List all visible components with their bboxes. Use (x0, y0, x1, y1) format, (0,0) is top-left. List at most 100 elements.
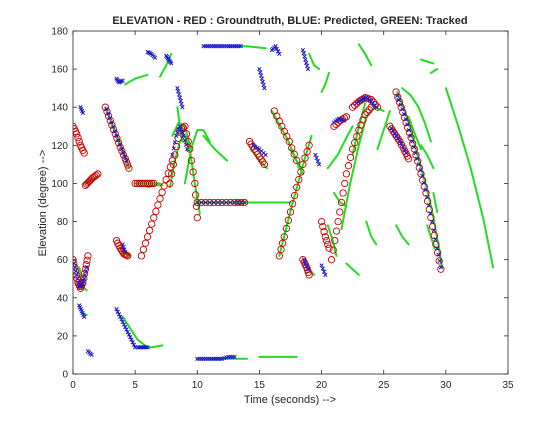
predicted-point (176, 92, 182, 97)
groundtruth-point (139, 245, 148, 254)
tracked-line-42 (420, 144, 435, 170)
tracked-line-27 (326, 224, 338, 257)
predicted-point (80, 281, 85, 286)
predicted-point (112, 129, 117, 134)
predicted-point (219, 200, 225, 205)
predicted-point (323, 272, 328, 278)
tracked-line-7 (124, 73, 149, 86)
groundtruth-point (154, 201, 162, 209)
predicted-point (428, 211, 433, 216)
groundtruth-point (293, 156, 301, 165)
predicted-point (75, 276, 80, 281)
predicted-point (185, 146, 190, 152)
predicted-point (277, 51, 282, 57)
groundtruth-point (148, 220, 156, 228)
predicted-point (232, 200, 237, 205)
predicted-point (413, 150, 418, 156)
groundtruth-point (193, 198, 201, 207)
predicted-point (258, 73, 264, 78)
predicted-point (121, 322, 127, 327)
predicted-point (123, 249, 128, 255)
predicted-point (395, 93, 400, 98)
predicted-point (314, 155, 319, 161)
x-tick-label: 25 (378, 380, 390, 391)
predicted-point (73, 265, 78, 270)
groundtruth-point (363, 108, 371, 116)
x-tick-label: 30 (440, 380, 452, 391)
predicted-point (232, 354, 237, 360)
predicted-point (109, 120, 114, 125)
groundtruth-point (301, 154, 309, 162)
y-tick-label: 20 (57, 331, 69, 342)
groundtruth-point (160, 182, 168, 190)
predicted-point (436, 252, 441, 257)
groundtruth-point (150, 214, 158, 222)
predicted-point (316, 162, 322, 167)
groundtruth-point (303, 148, 311, 156)
groundtruth-point (394, 93, 402, 101)
groundtruth-point (184, 137, 192, 146)
predicted-point (177, 95, 183, 100)
y-tick-label: 180 (51, 27, 68, 38)
groundtruth-point (353, 132, 361, 141)
groundtruth-point (218, 198, 226, 207)
tracked-line-10 (159, 52, 173, 78)
predicted-point (118, 314, 123, 319)
predicted-point (374, 105, 379, 110)
predicted-point (396, 98, 402, 103)
tracked-line-41 (429, 68, 439, 74)
predicted-point (257, 66, 262, 72)
predicted-point (261, 82, 266, 88)
predicted-point (74, 272, 79, 278)
predicted-point (263, 152, 268, 158)
y-tick-label: 100 (51, 179, 68, 190)
predicted-point (431, 228, 436, 233)
groundtruth-point (332, 227, 341, 235)
groundtruth-point (348, 145, 357, 153)
groundtruth-point (214, 198, 222, 207)
groundtruth-point (299, 160, 307, 169)
y-tick-label: 120 (51, 141, 68, 152)
groundtruth-point (320, 228, 328, 236)
groundtruth-point (222, 198, 230, 207)
predicted-point (395, 136, 400, 141)
groundtruth-point (342, 170, 351, 178)
predicted-point (123, 324, 128, 330)
predicted-point (180, 105, 185, 110)
x-tick-label: 0 (70, 380, 76, 391)
predicted-point (178, 127, 184, 132)
groundtruth-point (191, 191, 200, 199)
predicted-point (392, 131, 397, 136)
groundtruth-point (201, 198, 210, 207)
plot-frame (72, 30, 509, 375)
predicted-point (183, 142, 189, 147)
predicted-point (410, 139, 415, 144)
groundtruth-point (365, 106, 373, 114)
x-tick-label: 20 (316, 380, 328, 391)
groundtruth-point (74, 134, 82, 142)
predicted-point (152, 55, 158, 60)
tracked-line-28 (326, 125, 354, 170)
groundtruth-point (319, 222, 327, 231)
predicted-point (393, 133, 399, 138)
groundtruth-point (361, 111, 369, 119)
predicted-point (398, 102, 403, 107)
predicted-point (104, 106, 109, 112)
tracked-line-44 (432, 192, 439, 213)
predicted-point (305, 267, 311, 272)
predicted-point (171, 146, 176, 151)
y-tick-label: 140 (51, 103, 68, 114)
predicted-point (253, 144, 258, 149)
predicted-point (175, 130, 180, 135)
chart-title: ELEVATION - RED : Groundtruth, BLUE: Pre… (112, 15, 467, 27)
groundtruth-point (145, 226, 154, 235)
y-axis-label: Elevation (degree) --> (37, 150, 49, 257)
predicted-point (111, 124, 116, 130)
groundtruth-point (290, 191, 299, 200)
predicted-point (425, 194, 430, 199)
predicted-point (82, 314, 87, 319)
predicted-point (300, 47, 306, 53)
predicted-point (128, 335, 133, 340)
